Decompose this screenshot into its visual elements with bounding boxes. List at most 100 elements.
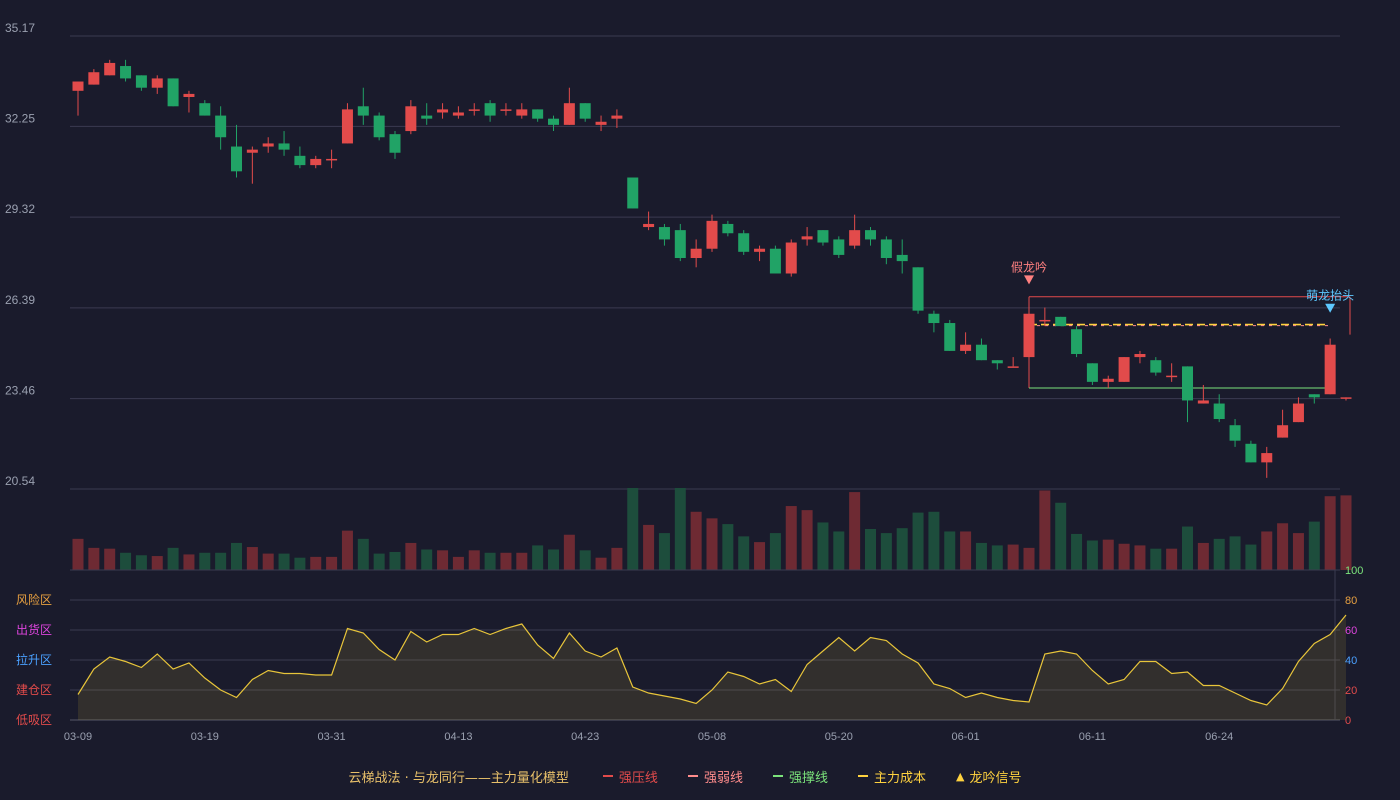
candle (1118, 357, 1130, 382)
candle-body (548, 118, 559, 125)
date-tick-label: 06-11 (1079, 731, 1106, 743)
candle (405, 100, 417, 135)
candle (658, 223, 670, 246)
candle (389, 131, 401, 159)
candle-body (437, 109, 449, 113)
candle-body (246, 149, 258, 153)
candle (468, 103, 480, 116)
date-tick-label: 06-01 (952, 731, 980, 743)
candle-body (1182, 366, 1193, 401)
volume-bar (1182, 526, 1193, 570)
volume-bar (960, 531, 972, 570)
candle-body (1308, 394, 1320, 398)
legend-label: 强压线 (618, 770, 658, 786)
candle-body (1213, 403, 1225, 420)
volume-bar (421, 549, 433, 570)
candle (722, 220, 734, 237)
indicator-tick-label: 100 (1345, 565, 1363, 577)
price-tick-label: 20.54 (5, 474, 35, 488)
legend-swatch (857, 775, 868, 777)
candle (1134, 350, 1146, 364)
candle (579, 103, 591, 122)
candle-body (801, 236, 813, 240)
candle-body (278, 143, 290, 150)
volume-bar (278, 553, 290, 570)
legend-item-main-cost[interactable]: 主力成本 (857, 767, 926, 786)
candle-body (960, 344, 972, 351)
candle (769, 245, 781, 274)
volume-bar (310, 556, 322, 570)
candle-body (1340, 397, 1352, 399)
candle (1007, 357, 1019, 368)
candle-body (880, 239, 892, 259)
volume-bar (215, 552, 227, 570)
candle-body (1261, 453, 1273, 463)
volume-bar (199, 552, 211, 570)
candle (1166, 363, 1178, 382)
candle (262, 137, 274, 153)
candle-body (928, 313, 940, 324)
volume-bar (1150, 548, 1162, 570)
candle (975, 338, 987, 361)
candle-body (88, 72, 100, 85)
volume-bar (1102, 539, 1114, 570)
candle (1182, 366, 1193, 423)
candle-body (1197, 400, 1209, 404)
candle (246, 146, 258, 184)
candle-body (643, 223, 655, 228)
volume-bar (183, 554, 195, 570)
candle-body (484, 103, 496, 116)
candle (738, 230, 750, 255)
volume-bar (326, 556, 338, 570)
volume-bar (975, 542, 987, 570)
candle-body (754, 248, 766, 252)
indicator-area (78, 615, 1346, 720)
candle-body (769, 248, 781, 274)
volume-bar (1308, 521, 1320, 570)
signal-label: 萌龙抬头 (1306, 289, 1354, 303)
date-tick-label: 04-23 (571, 731, 599, 743)
volume-bar (944, 531, 956, 570)
candle (928, 310, 940, 333)
volume-bar (357, 538, 369, 570)
volume-bar (88, 547, 100, 570)
volume-bar (1324, 496, 1336, 570)
candle-body (991, 360, 1003, 364)
volume-bar (1229, 536, 1241, 570)
volume-bar (104, 548, 116, 570)
indicator-zone-label: 拉升区 (16, 652, 52, 667)
candle (484, 100, 496, 122)
legend-item-strong-pressure[interactable]: 强压线 (602, 767, 658, 786)
volume-bar (262, 553, 274, 570)
legend-item-support[interactable]: 强撑线 (772, 767, 828, 786)
legend-title: 云梯战法 · 与龙同行——主力量化模型 (348, 770, 569, 786)
candle-body (310, 158, 322, 166)
candle-body (1166, 375, 1178, 378)
volume-bar (611, 547, 623, 570)
signal-label: 假龙吟 (1011, 259, 1047, 274)
candle (817, 230, 829, 246)
volume-bar (627, 488, 639, 570)
candle (437, 103, 449, 119)
volume-bar (484, 552, 496, 570)
volume-bar (1261, 531, 1273, 570)
volume-bar (833, 531, 845, 570)
candle-body (135, 75, 147, 88)
candle (1340, 397, 1352, 401)
candle (310, 155, 322, 169)
volume-bar (389, 551, 401, 570)
volume-bar (1071, 533, 1083, 570)
candle (880, 236, 892, 265)
volume-bar (1166, 548, 1178, 570)
date-tick-label: 05-20 (825, 731, 853, 743)
legend-item-weak-pressure[interactable]: 强弱线 (687, 767, 743, 786)
legend-label: 强弱线 (703, 770, 743, 786)
candle-body (1245, 443, 1257, 463)
volume-bar (880, 533, 892, 570)
indicator-zone-label: 建仓区 (16, 683, 52, 697)
legend-item-signal[interactable]: ▲ 龙吟信号 (956, 767, 1021, 786)
candle (500, 103, 512, 116)
volume-bar (817, 522, 829, 570)
